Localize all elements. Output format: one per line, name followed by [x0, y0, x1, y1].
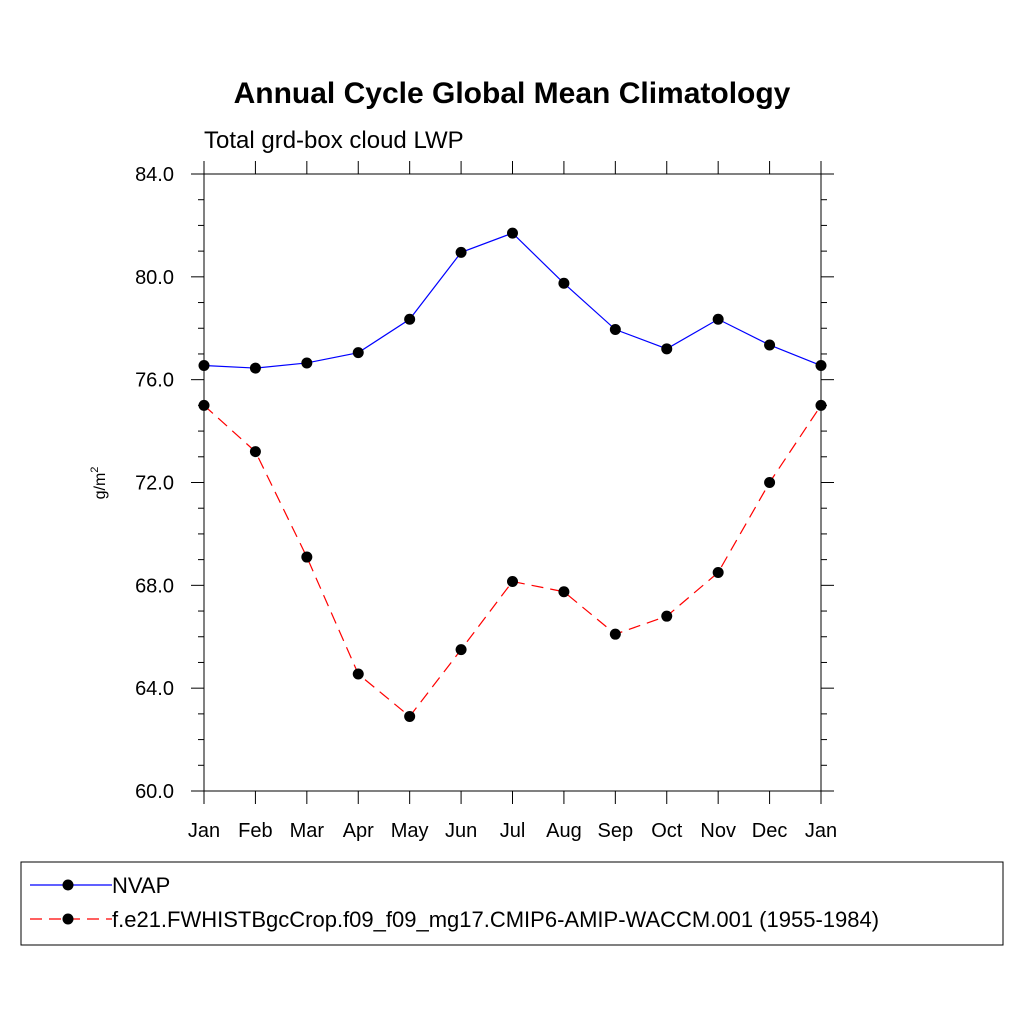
data-point — [712, 566, 724, 578]
x-tick-label: Sep — [598, 820, 634, 842]
data-point — [764, 477, 776, 488]
data-point — [712, 313, 724, 325]
y-tick-label: 68.0 — [135, 575, 174, 597]
data-point — [404, 710, 416, 722]
data-point — [558, 586, 570, 598]
data-point — [352, 668, 364, 680]
data-point — [301, 357, 313, 369]
chart-subtitle: Total grd-box cloud LWP — [204, 127, 464, 154]
data-point — [507, 575, 518, 587]
data-point — [609, 324, 621, 336]
plot-frame — [203, 173, 822, 792]
x-tick-label: Aug — [546, 820, 582, 842]
y-tick-label: 72.0 — [135, 473, 174, 495]
data-point — [455, 246, 467, 258]
legend-marker — [62, 879, 74, 891]
data-point — [301, 551, 313, 563]
x-tick-label: May — [391, 820, 429, 842]
x-tick-label: Oct — [651, 820, 683, 842]
series-0 — [198, 227, 827, 374]
x-tick-label: Dec — [752, 820, 788, 842]
y-tick-label: 80.0 — [135, 267, 174, 289]
y-tick-label: 76.0 — [135, 370, 174, 392]
legend-label: f.e21.FWHISTBgcCrop.f09_f09_mg17.CMIP6-A… — [112, 907, 879, 932]
data-point — [404, 313, 416, 325]
data-point — [815, 399, 827, 411]
data-point — [661, 343, 673, 355]
data-point — [609, 628, 621, 640]
x-tick-label: Jul — [500, 820, 526, 842]
data-point — [249, 362, 261, 374]
data-point — [661, 610, 673, 622]
x-tick-label: Mar — [290, 820, 325, 842]
data-point — [352, 347, 364, 359]
series-line — [203, 404, 822, 718]
y-tick-label: 64.0 — [135, 678, 174, 700]
data-point — [764, 339, 776, 351]
y-axis-label-base: g/m — [92, 473, 109, 500]
data-point — [558, 277, 570, 289]
data-point — [198, 399, 210, 411]
x-tick-label: Jan — [188, 820, 220, 842]
y-tick-label: 60.0 — [135, 781, 174, 803]
x-tick-label: Jan — [805, 820, 837, 842]
data-point — [455, 644, 467, 656]
legend-marker — [62, 913, 74, 925]
y-tick-label: 84.0 — [135, 164, 174, 186]
plot-axes: 60.0 64.0 68.0 72.0 76.0 80.0 84.0 Jan Feb Mar Apr… — [135, 161, 837, 842]
series-line — [203, 232, 822, 369]
x-tick-label: Nov — [700, 820, 736, 842]
y-axis-label-exponent: 2 — [89, 467, 101, 473]
legend-label: NVAP — [112, 873, 170, 898]
data-point — [815, 360, 827, 372]
data-point — [507, 227, 518, 239]
x-tick-label: Apr — [343, 820, 374, 842]
series-layer — [198, 227, 827, 722]
x-tick-label: Feb — [238, 820, 272, 842]
series-1 — [198, 399, 827, 722]
data-point — [249, 446, 261, 458]
legend-box — [20, 861, 1004, 946]
x-tick-label: Jun — [445, 820, 477, 842]
data-point — [198, 360, 210, 372]
chart-title: Annual Cycle Global Mean Climatology — [234, 77, 791, 110]
legend: NVAP f.e21.FWHISTBgcCrop.f09_f09_mg17.CMI… — [20, 861, 1004, 946]
y-axis-label: g/m2 — [89, 467, 109, 500]
